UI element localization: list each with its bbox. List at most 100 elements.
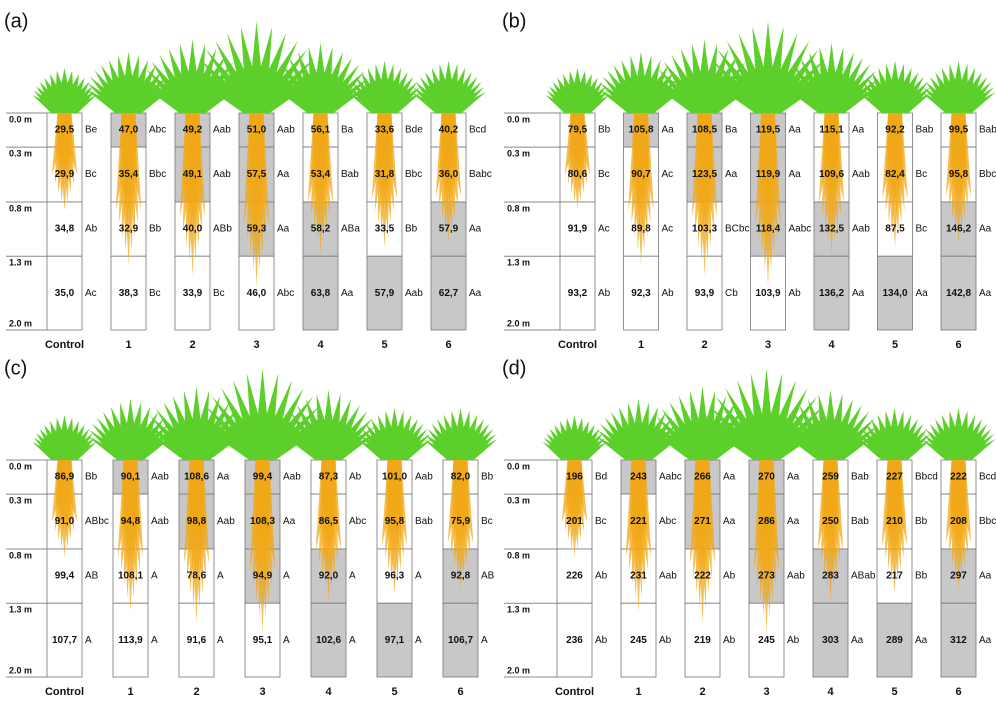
layer-value: 108,6: [184, 472, 209, 483]
layer-letters: Bb: [481, 472, 494, 483]
layer-value: 98,8: [187, 516, 207, 527]
layer-letters: Abc: [149, 125, 166, 136]
layer-letters: Aa: [851, 635, 864, 646]
layer-value: 259: [822, 472, 839, 483]
layer-value: 75,9: [451, 516, 471, 527]
depth-label: 1.3 m: [9, 605, 32, 615]
layer-letters: Bc: [213, 288, 225, 299]
layer-value: 99,5: [949, 125, 969, 136]
layer-letters: Bb: [915, 516, 928, 527]
layer-value: 57,9: [375, 288, 395, 299]
layer-value: 86,5: [319, 516, 339, 527]
layer-value: 32,9: [119, 224, 139, 235]
layer-value: 90,1: [121, 472, 141, 483]
depth-label: 2.0 m: [9, 318, 32, 328]
layer-value: 222: [950, 472, 967, 483]
layer-letters: Aa: [915, 635, 928, 646]
layer-value: 231: [630, 571, 647, 582]
layer-value: 33,6: [375, 125, 395, 136]
layer-value: 271: [694, 516, 711, 527]
treatment-label: 2: [193, 686, 199, 698]
layer-value: 297: [950, 571, 967, 582]
layer-value: 86,9: [55, 472, 75, 483]
layer-value: 36,0: [439, 169, 459, 180]
layer-letters: Ab: [349, 472, 362, 483]
depth-label: 2.0 m: [507, 318, 530, 328]
layer-letters: Aabc: [789, 224, 812, 235]
layer-letters: Aa: [789, 169, 802, 180]
treatment-label: 2: [189, 339, 195, 351]
layer-value: 33,5: [375, 224, 395, 235]
layer-letters: A: [151, 571, 158, 582]
depth-label: 0.3 m: [507, 148, 530, 158]
depth-label: 0.3 m: [507, 495, 530, 505]
layer-letters: A: [217, 635, 224, 646]
layer-value: 53,4: [311, 169, 331, 180]
treatment-label: 1: [125, 339, 131, 351]
layer-value: 40,2: [439, 125, 459, 136]
layer-letters: Aa: [979, 635, 992, 646]
layer-value: 109,6: [819, 169, 844, 180]
depth-label: 0.0 m: [507, 114, 530, 124]
layer-value: 105,8: [628, 125, 653, 136]
layer-letters: Babc: [469, 169, 492, 180]
depth-label: 0.8 m: [9, 550, 32, 560]
layer-letters: Bbc: [979, 169, 996, 180]
layer-value: 219: [694, 635, 711, 646]
layer-value: 119,5: [756, 125, 781, 136]
layer-letters: A: [85, 635, 92, 646]
layer-letters: Abc: [349, 516, 366, 527]
layer-value: 47,0: [119, 125, 139, 136]
layer-letters: Cb: [725, 288, 738, 299]
treatment-label: 5: [391, 686, 397, 698]
layer-value: 91,0: [55, 516, 75, 527]
layer-letters: Aab: [852, 224, 870, 235]
layer-letters: Ab: [787, 635, 800, 646]
panel-label: (d): [502, 357, 526, 379]
layer-letters: A: [349, 571, 356, 582]
treatment-label: Control: [45, 686, 84, 698]
layer-letters: Bbcd: [915, 472, 938, 483]
layer-value: 217: [886, 571, 903, 582]
depth-label: 1.3 m: [507, 258, 530, 268]
layer-value: 34,8: [55, 224, 75, 235]
depth-label: 1.3 m: [507, 605, 530, 615]
layer-letters: A: [349, 635, 356, 646]
layer-value: 80,6: [568, 169, 588, 180]
layer-value: 210: [886, 516, 903, 527]
treatment-label: 3: [259, 686, 265, 698]
layer-letters: Bb: [598, 125, 611, 136]
layer-letters: Bab: [916, 125, 934, 136]
depth-label: 1.3 m: [9, 258, 32, 268]
treatment-label: 6: [955, 339, 961, 351]
treatment-label: Control: [558, 339, 597, 351]
layer-letters: Bcd: [469, 125, 486, 136]
layer-value: 46,0: [247, 288, 267, 299]
layer-value: 243: [630, 472, 647, 483]
layer-value: 289: [886, 635, 903, 646]
layer-value: 57,9: [439, 224, 459, 235]
layer-letters: Aa: [787, 516, 800, 527]
layer-letters: Ab: [598, 288, 611, 299]
depth-label: 0.0 m: [507, 461, 530, 471]
layer-letters: Aa: [787, 472, 800, 483]
layer-letters: Ab: [595, 571, 608, 582]
layer-letters: Bc: [916, 224, 928, 235]
layer-value: 91,6: [187, 635, 207, 646]
layer-letters: Aa: [916, 288, 929, 299]
layer-value: 270: [758, 472, 775, 483]
layer-letters: Aab: [277, 125, 295, 136]
layer-value: 95,1: [253, 635, 273, 646]
layer-value: 106,7: [448, 635, 473, 646]
layer-letters: A: [217, 571, 224, 582]
layer-letters: Aa: [277, 169, 290, 180]
layer-value: 283: [822, 571, 839, 582]
layer-value: 102,6: [316, 635, 341, 646]
treatment-label: 5: [891, 686, 897, 698]
treatment-label: 1: [638, 339, 644, 351]
layer-letters: Aa: [469, 224, 482, 235]
treatment-label: 5: [892, 339, 898, 351]
layer-value: 221: [630, 516, 647, 527]
layer-letters: Aabc: [659, 472, 682, 483]
layer-value: 142,8: [946, 288, 971, 299]
